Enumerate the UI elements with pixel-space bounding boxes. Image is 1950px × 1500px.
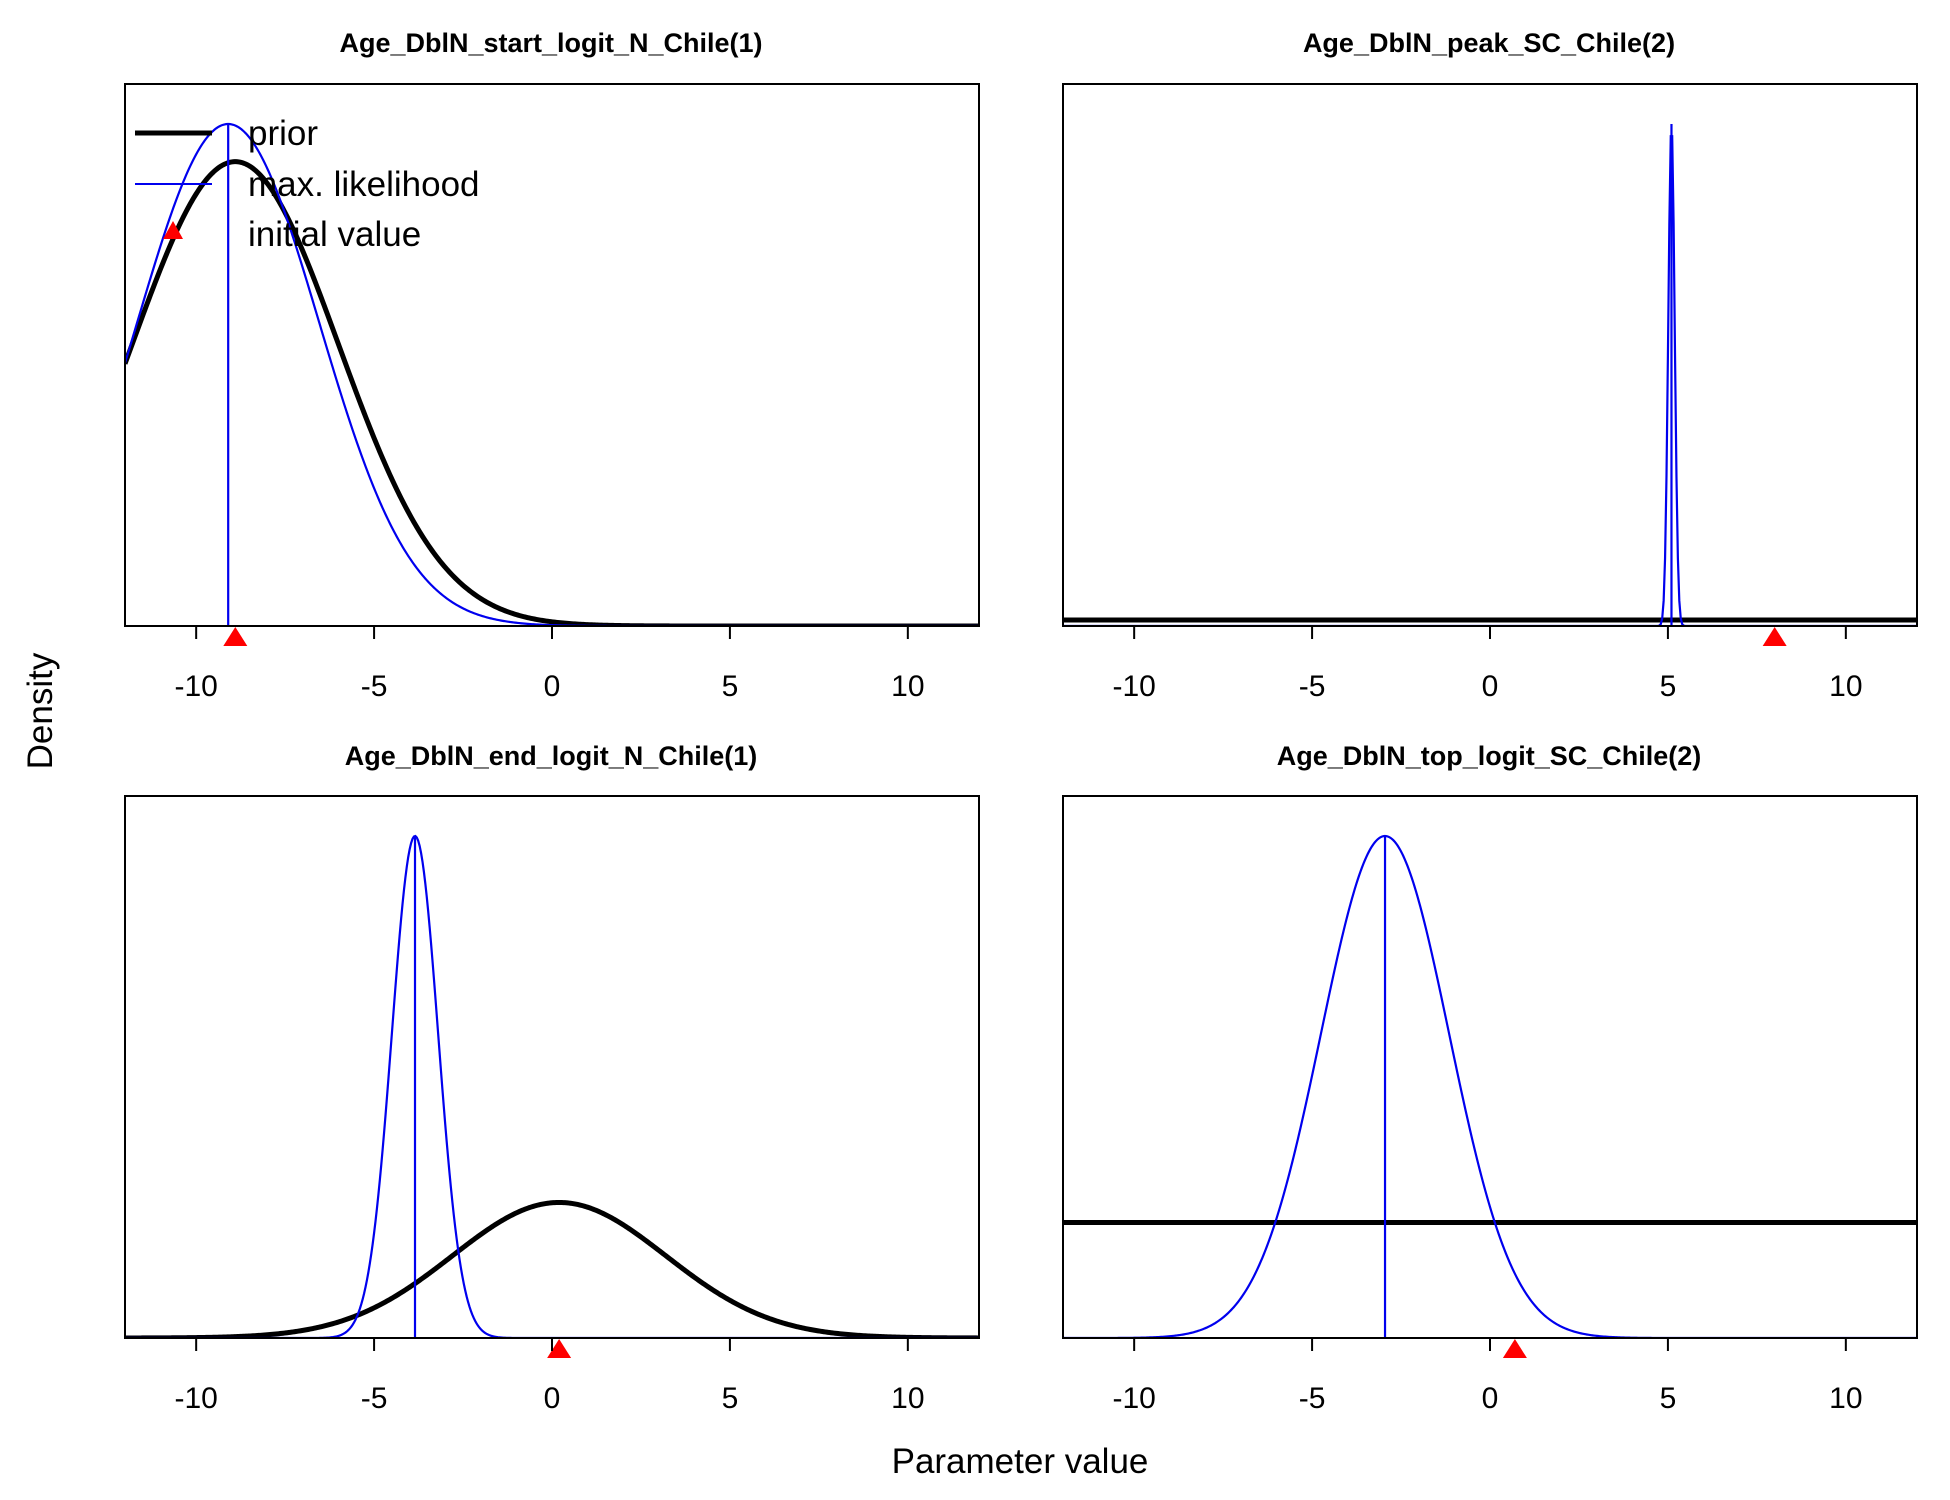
panel-3-plot-area: -10 -5 0 5 10 — [124, 795, 980, 1415]
panel-1-title: Age_DblN_start_logit_N_Chile(1) — [339, 28, 762, 58]
panel-2-initial-value-marker — [1762, 627, 1787, 646]
legend: prior max. likelihood initial value — [135, 114, 480, 254]
x-axis-label: Parameter value — [892, 1442, 1149, 1481]
panel-3-x-tick-label: 5 — [722, 1382, 739, 1415]
legend-initial-value-marker — [163, 221, 183, 239]
panel-4-x-tick-label: -10 — [1112, 1382, 1155, 1415]
panel-1: Age_DblN_start_logit_N_Chile(1) -10 -5 0 5 1… — [124, 28, 980, 703]
panel-3-x-tick-label: -5 — [361, 1382, 388, 1415]
panel-1-x-tick-label: 10 — [891, 670, 924, 703]
panel-4-plot-area: -10 -5 0 5 10 — [1062, 795, 1918, 1415]
panel-1-x-tick-label: 0 — [544, 670, 561, 703]
panel-2-x-tick-label: -10 — [1112, 670, 1155, 703]
panel-4: Age_DblN_top_logit_SC_Chile(2) -10 -5 0 5 10 — [1062, 741, 1918, 1415]
panel-2-curves — [1063, 124, 1917, 626]
legend-initial-value-label: initial value — [248, 215, 421, 254]
panel-1-x-tick-label: 5 — [722, 670, 739, 703]
panel-2-plot-area: -10 -5 0 5 10 — [1062, 83, 1918, 703]
panel-4-mle-curve — [1063, 834, 1917, 1338]
panel-2-x-tick-label: 5 — [1660, 670, 1677, 703]
panel-1-prior-curve — [125, 159, 979, 626]
panel-1-x-tick-label: -5 — [361, 670, 388, 703]
panel-4-x-tick-label: 0 — [1482, 1382, 1499, 1415]
panel-4-title: Age_DblN_top_logit_SC_Chile(2) — [1277, 741, 1702, 771]
panel-4-x-tick-label: 5 — [1660, 1382, 1677, 1415]
panel-3: Age_DblN_end_logit_N_Chile(1) -10 -5 0 5 10 — [124, 741, 980, 1415]
panel-2: Age_DblN_peak_SC_Chile(2) -10 -5 0 5 10 — [1062, 28, 1918, 703]
legend-mle-label: max. likelihood — [248, 165, 480, 204]
panel-3-x-tick-label: 10 — [891, 1382, 924, 1415]
panel-2-x-tick-label: -5 — [1299, 670, 1326, 703]
panel-2-x-tick-label: 10 — [1829, 670, 1862, 703]
panel-1-x-tick-label: -10 — [174, 670, 217, 703]
panel-2-title: Age_DblN_peak_SC_Chile(2) — [1303, 28, 1675, 58]
panel-1-plot-area: -10 -5 0 5 10 — [124, 83, 980, 703]
panel-4-initial-value-marker — [1502, 1339, 1527, 1358]
y-axis-label: Density — [21, 652, 60, 769]
panel-2-x-tick-label: 0 — [1482, 670, 1499, 703]
panel-3-x-tick-label: -10 — [174, 1382, 217, 1415]
legend-prior-label: prior — [248, 114, 318, 153]
panel-3-curves — [125, 834, 979, 1338]
panel-1-initial-value-marker — [223, 627, 248, 646]
panel-3-title: Age_DblN_end_logit_N_Chile(1) — [345, 741, 758, 771]
panel-4-x-tick-label: -5 — [1299, 1382, 1326, 1415]
panel-4-curves — [1063, 834, 1917, 1338]
panel-3-prior-curve — [125, 1199, 979, 1338]
panel-4-x-tick-label: 10 — [1829, 1382, 1862, 1415]
panel-3-x-tick-label: 0 — [544, 1382, 561, 1415]
panel-3-initial-value-marker — [547, 1339, 572, 1358]
